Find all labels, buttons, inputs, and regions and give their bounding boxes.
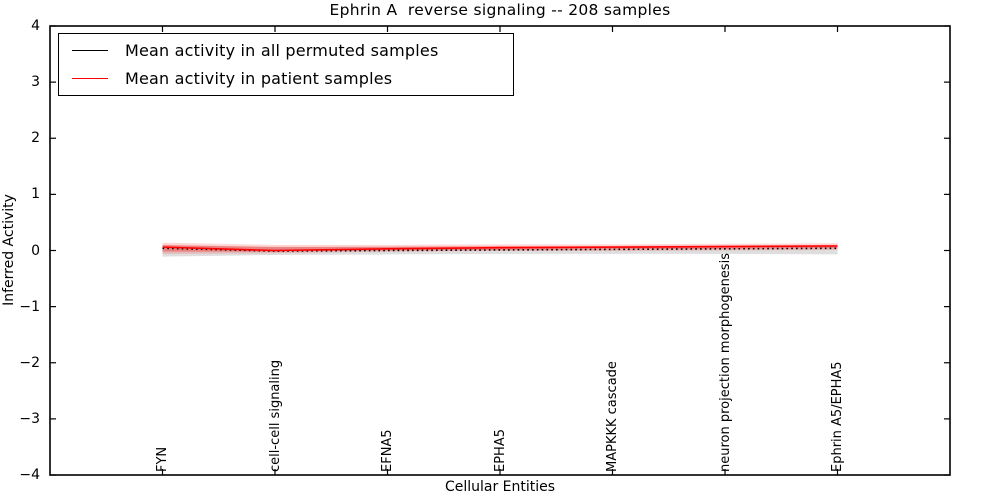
x-tick-label: neuron projection morphogenesis bbox=[717, 253, 733, 472]
legend-entry-permuted: Mean activity in all permuted samples bbox=[59, 41, 513, 60]
series-line bbox=[162, 247, 838, 252]
y-tick-label: −3 bbox=[19, 410, 40, 427]
permuted-samples-spread bbox=[162, 245, 838, 257]
y-tick-label: 3 bbox=[31, 74, 40, 91]
y-tick-label: −4 bbox=[19, 467, 40, 483]
permuted-line-swatch bbox=[72, 50, 108, 52]
x-tick-label: Ephrin A5/EPHA5 bbox=[830, 361, 845, 472]
axes-layer bbox=[49, 25, 951, 476]
series-line bbox=[162, 245, 838, 252]
chart-title: Ephrin A reverse signaling -- 208 sample… bbox=[329, 1, 671, 19]
series-layer bbox=[162, 245, 838, 252]
legend-box: Mean activity in all permuted samples Me… bbox=[58, 33, 514, 96]
x-tick-label: FYN bbox=[155, 446, 170, 472]
y-tick-label: 1 bbox=[31, 186, 40, 203]
legend-label-patient: Mean activity in patient samples bbox=[125, 68, 393, 88]
x-tick-label: MAPKKK cascade bbox=[605, 361, 620, 472]
x-tick-label: cell-cell signaling bbox=[267, 359, 283, 472]
y-tick-label: 4 bbox=[31, 18, 40, 34]
y-tick-label: −2 bbox=[19, 354, 40, 371]
y-tick-label: 0 bbox=[31, 242, 40, 259]
x-tick-label: EFNA5 bbox=[380, 429, 395, 472]
x-tick-label: EPHA5 bbox=[492, 429, 508, 472]
x-axis-title: Cellular Entities bbox=[444, 479, 556, 495]
patient-line-swatch bbox=[72, 77, 108, 79]
legend-entry-patient: Mean activity in patient samples bbox=[59, 69, 513, 88]
y-tick-label: −1 bbox=[19, 298, 40, 315]
y-tick-labels: 4 3 2 1 0 −1 −2 −3 −4 bbox=[0, 0, 44, 500]
legend-label-permuted: Mean activity in all permuted samples bbox=[125, 41, 439, 61]
y-tick-label: 2 bbox=[31, 130, 40, 147]
